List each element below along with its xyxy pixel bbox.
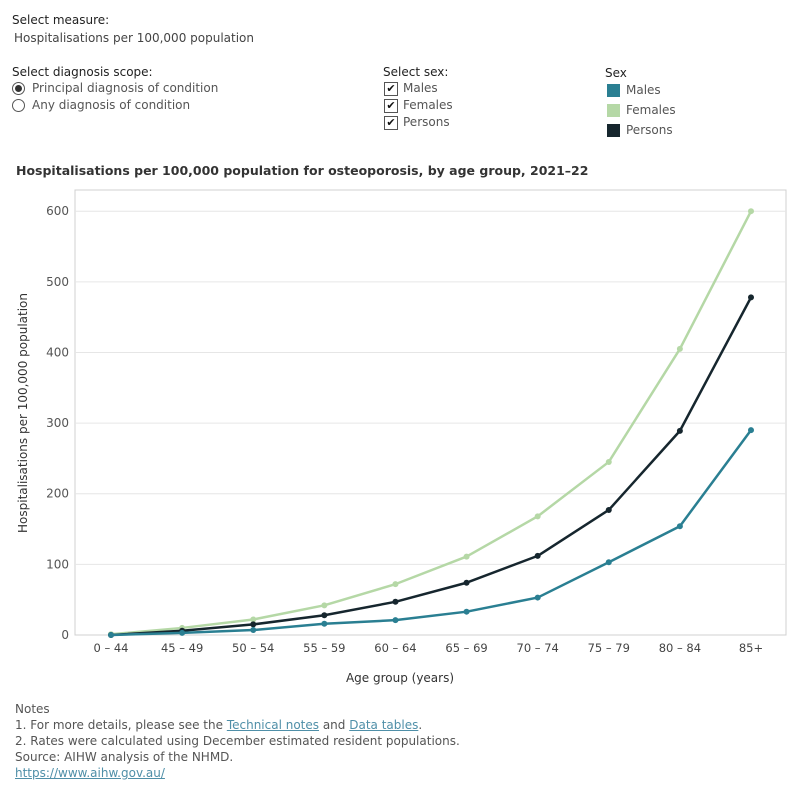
y-axis-ticks: 0 100 200 300 400 500 600	[46, 204, 69, 642]
data-tables-link[interactable]: Data tables	[349, 718, 419, 732]
x-axis-ticks: 0 – 44 45 – 49 50 – 54 55 – 59 60 – 64 65 – 6…	[93, 641, 763, 655]
data-point-males	[108, 632, 114, 638]
x-tick-label: 45 – 49	[161, 641, 203, 655]
data-point-females	[321, 602, 328, 609]
legend-label-females: Females	[626, 103, 676, 117]
y-axis-label: Hospitalisations per 100,000 population	[16, 293, 30, 533]
note-1-suffix: .	[418, 718, 423, 732]
legend-label-persons: Persons	[626, 123, 673, 137]
data-point-males	[676, 523, 683, 530]
x-tick-label: 55 – 59	[303, 641, 345, 655]
persons-checkbox[interactable]: ✔	[384, 116, 398, 130]
x-tick-label: 70 – 74	[517, 641, 559, 655]
data-point-females	[463, 553, 470, 560]
chart-title: Hospitalisations per 100,000 population …	[16, 163, 589, 178]
data-point-persons	[321, 612, 328, 619]
data-point-persons	[250, 621, 257, 628]
data-point-males	[179, 629, 186, 636]
data-point-males	[605, 559, 612, 566]
x-tick-label: 50 – 54	[232, 641, 274, 655]
notes-heading: Notes	[15, 702, 50, 716]
y-tick-label: 200	[46, 487, 69, 501]
y-tick-label: 100	[46, 557, 69, 571]
sex-checkbox-group: ✔ Males ✔ Females ✔ Persons	[384, 81, 474, 133]
legend-swatch-persons	[607, 124, 620, 137]
y-tick-label: 400	[46, 345, 69, 359]
data-point-males	[463, 608, 470, 615]
data-point-persons	[748, 294, 754, 301]
data-point-females	[392, 581, 399, 588]
legend-title: Sex	[605, 66, 627, 80]
data-point-persons	[676, 427, 683, 434]
scope-radio-group: Principal diagnosis of condition Any dia…	[12, 81, 252, 117]
data-point-persons	[463, 579, 470, 586]
data-point-males	[250, 627, 257, 634]
note-1: 1. For more details, please see the Tech…	[15, 717, 785, 733]
data-point-females	[676, 345, 683, 352]
x-tick-label: 80 – 84	[659, 641, 701, 655]
y-tick-label: 600	[46, 204, 69, 218]
series-line-males	[110, 429, 753, 637]
note-2: 2. Rates were calculated using December …	[15, 734, 460, 748]
data-point-males	[534, 594, 541, 601]
legend-swatch-females	[607, 104, 620, 117]
note-1-prefix: 1. For more details, please see the	[15, 718, 227, 732]
x-tick-label: 75 – 79	[588, 641, 630, 655]
data-point-males	[392, 617, 399, 624]
data-point-males	[748, 427, 754, 434]
data-point-females	[605, 458, 612, 465]
x-tick-label: 60 – 64	[374, 641, 416, 655]
y-tick-label: 500	[46, 275, 69, 289]
x-axis-label: Age group (years)	[346, 671, 454, 685]
scope-option-principal[interactable]: Principal diagnosis of condition	[32, 81, 219, 95]
data-point-females	[748, 208, 754, 215]
males-checkbox[interactable]: ✔	[384, 82, 398, 96]
x-tick-label: 0 – 44	[93, 641, 128, 655]
data-point-females	[534, 513, 541, 520]
females-checkbox[interactable]: ✔	[384, 99, 398, 113]
series-males	[108, 427, 754, 638]
series-line-females	[110, 210, 753, 636]
sex-label: Select sex:	[383, 65, 449, 79]
measure-label: Select measure:	[12, 13, 110, 27]
scope-radio-principal[interactable]	[12, 82, 25, 95]
legend-swatch-males	[607, 84, 620, 97]
chart-series	[108, 208, 754, 638]
persons-checkbox-label[interactable]: Persons	[403, 115, 450, 129]
data-point-males	[321, 620, 328, 627]
data-point-persons	[534, 552, 541, 559]
aihw-url-link[interactable]: https://www.aihw.gov.au/	[15, 766, 165, 780]
females-checkbox-label[interactable]: Females	[403, 98, 453, 112]
gridlines	[74, 189, 787, 636]
plot-border	[74, 189, 787, 636]
scope-option-any[interactable]: Any diagnosis of condition	[32, 98, 191, 112]
technical-notes-link[interactable]: Technical notes	[226, 718, 320, 732]
y-tick-label: 0	[61, 628, 69, 642]
legend: Males Females Persons	[607, 83, 717, 139]
series-females	[108, 208, 754, 638]
data-point-females	[250, 616, 257, 623]
data-point-persons	[392, 598, 399, 605]
source-text: Source: AIHW analysis of the NHMD.	[15, 750, 234, 764]
notes-section: Notes 1. For more details, please see th…	[15, 701, 785, 781]
series-line-persons	[110, 296, 753, 637]
legend-label-males: Males	[626, 83, 661, 97]
scope-radio-any[interactable]	[12, 99, 25, 112]
line-chart: 0 100 200 300 400 500 600 0 – 44 45 – 49 50 – 54…	[16, 189, 787, 685]
measure-select[interactable]: Hospitalisations per 100,000 population	[14, 31, 254, 45]
data-point-persons	[605, 506, 612, 513]
series-persons	[108, 294, 754, 638]
x-tick-label: 85+	[739, 641, 763, 655]
note-1-mid: and	[319, 718, 350, 732]
males-checkbox-label[interactable]: Males	[403, 81, 438, 95]
scope-label: Select diagnosis scope:	[12, 65, 153, 79]
x-tick-label: 65 – 69	[445, 641, 487, 655]
y-tick-label: 300	[46, 416, 69, 430]
